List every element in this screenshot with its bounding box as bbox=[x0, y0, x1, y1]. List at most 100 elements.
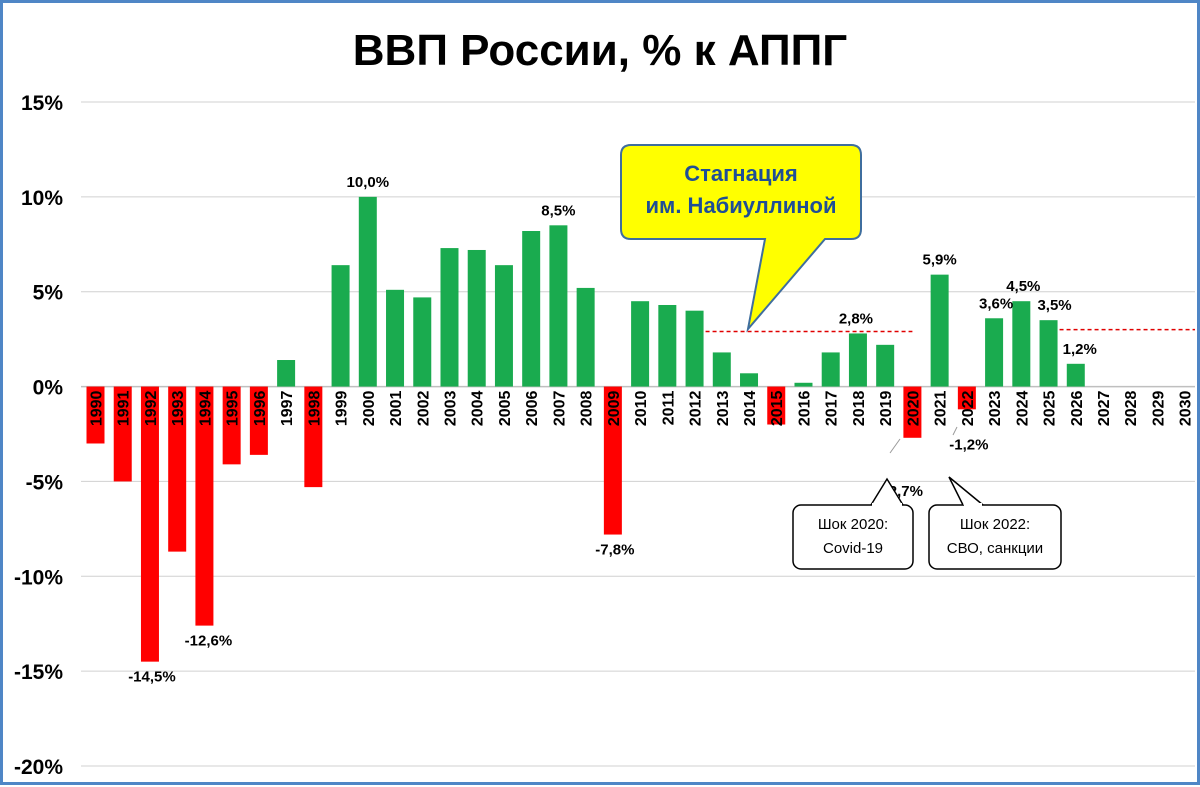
data-label-2009: -7,8% bbox=[595, 542, 634, 559]
bar-2020 bbox=[903, 386, 922, 438]
x-tick-label: 2017 bbox=[824, 390, 841, 426]
shock-2020-pointer bbox=[870, 477, 904, 506]
bar-1997 bbox=[277, 360, 296, 387]
bar-2003 bbox=[440, 248, 459, 387]
shock-2022-box bbox=[928, 504, 1062, 570]
x-tick-label: 2003 bbox=[442, 390, 459, 426]
x-tick-label: 2030 bbox=[1178, 390, 1195, 426]
reference-lines bbox=[705, 328, 1195, 333]
x-tick-label: 1996 bbox=[252, 390, 269, 426]
data-label-2024: 4,5% bbox=[1006, 278, 1040, 295]
stagnation-label: Стагнация bbox=[684, 161, 797, 186]
x-tick-label: 2004 bbox=[470, 390, 487, 426]
x-tick-label: 2012 bbox=[688, 390, 705, 426]
x-tick-label: 2014 bbox=[742, 390, 759, 426]
x-axis-labels: 1990 1991 1992 1993 1994 1995 1996 1997 1998 1999… bbox=[89, 390, 1195, 426]
x-tick-label: 1990 bbox=[89, 390, 106, 426]
y-tick-label: 5% bbox=[33, 282, 64, 305]
bar-2000 bbox=[358, 196, 377, 387]
x-tick-label: 1999 bbox=[334, 390, 351, 426]
x-tick-label: 1991 bbox=[116, 390, 133, 426]
x-tick-label: 1997 bbox=[279, 390, 296, 426]
bar-1995 bbox=[222, 386, 241, 465]
bar-2012 bbox=[685, 310, 704, 387]
bar-2011 bbox=[658, 304, 677, 387]
x-tick-label: 2018 bbox=[851, 390, 868, 426]
x-tick-label: 2019 bbox=[878, 390, 895, 426]
chart-title: ВВП России, % к АППГ bbox=[353, 26, 847, 75]
data-label-2026: 1,2% bbox=[1063, 341, 1097, 358]
x-tick-label: 2005 bbox=[497, 390, 514, 426]
x-tick-label: 1998 bbox=[306, 390, 323, 426]
data-label-2007: 8,5% bbox=[541, 202, 575, 219]
y-tick-label: 0% bbox=[33, 377, 64, 400]
bar-2022 bbox=[957, 386, 976, 410]
x-tick-label: 2026 bbox=[1069, 390, 1086, 426]
x-tick-label: 2024 bbox=[1014, 390, 1031, 426]
y-tick-label: 15% bbox=[21, 92, 63, 115]
shock-2022-pointer bbox=[948, 476, 984, 506]
x-tick-label: 2009 bbox=[606, 390, 623, 426]
x-tick-label: 2029 bbox=[1150, 390, 1167, 426]
y-tick-label: -20% bbox=[14, 756, 63, 779]
x-tick-label: 2015 bbox=[769, 390, 786, 426]
bar-2010 bbox=[631, 301, 650, 387]
x-tick-label: 2020 bbox=[905, 390, 922, 426]
data-labels: -14,5%-12,6%10,0%8,5%-7,8%2,8%-2,7%5,9%-… bbox=[128, 174, 1097, 686]
x-tick-label: 2008 bbox=[579, 390, 596, 426]
bar-2025 bbox=[1039, 320, 1058, 387]
shock-2020-pointer-mask bbox=[872, 503, 902, 507]
bar-2021 bbox=[930, 274, 949, 387]
bar-2009 bbox=[603, 386, 622, 535]
leader-2022 bbox=[952, 426, 958, 436]
x-tick-label: 2013 bbox=[715, 390, 732, 426]
x-tick-label: 2007 bbox=[551, 390, 568, 426]
bar-2019 bbox=[876, 344, 895, 387]
bar-2026 bbox=[1066, 363, 1085, 387]
x-tick-label: 2002 bbox=[415, 390, 432, 426]
x-tick-label: 1995 bbox=[225, 390, 242, 426]
stagnation-callout bbox=[620, 144, 862, 333]
x-tick-label: 1993 bbox=[170, 390, 187, 426]
bar-2004 bbox=[467, 249, 486, 387]
gdp-chart: ВВП России, % к АППГ 15% 10% 5% 0% -5% -10% -1… bbox=[14, 26, 1195, 779]
data-label-2021: 5,9% bbox=[923, 252, 957, 269]
x-tick-label: 2010 bbox=[633, 390, 650, 426]
data-label-2022: -1,2% bbox=[949, 436, 988, 453]
x-tick-label: 2025 bbox=[1042, 390, 1059, 426]
y-tick-label: -15% bbox=[14, 661, 63, 684]
bar-2008 bbox=[576, 287, 595, 387]
data-label-1992: -14,5% bbox=[128, 669, 176, 686]
x-tick-label: 2006 bbox=[524, 390, 541, 426]
bar-1993 bbox=[168, 386, 187, 552]
bar-2023 bbox=[985, 318, 1004, 387]
bar-2024 bbox=[1012, 301, 1031, 387]
data-label-2018: 2,8% bbox=[839, 310, 873, 327]
bar-2014 bbox=[740, 373, 759, 387]
y-tick-label: -10% bbox=[14, 566, 63, 589]
y-tick-label: 10% bbox=[21, 187, 63, 210]
x-tick-label: 2000 bbox=[361, 390, 378, 426]
x-tick-label: 1992 bbox=[143, 390, 160, 426]
y-tick-label: -5% bbox=[26, 471, 64, 494]
y-axis: 15% 10% 5% 0% -5% -10% -15% -20% bbox=[14, 92, 63, 779]
x-tick-label: 2021 bbox=[933, 390, 950, 426]
x-tick-label: 2011 bbox=[660, 390, 677, 425]
x-tick-label: 2022 bbox=[960, 390, 977, 426]
shock-2020-label: Covid-19 bbox=[823, 540, 883, 557]
x-tick-label: 2027 bbox=[1096, 390, 1113, 426]
shock-2020-label: Шок 2020: bbox=[818, 516, 888, 533]
bar-2001 bbox=[386, 289, 405, 387]
bar-1994 bbox=[195, 386, 214, 626]
bar-2002 bbox=[413, 297, 432, 387]
annotations: Стагнация им. Набиуллиной Шок 2020: Covid-1… bbox=[620, 144, 1062, 570]
bar-2016 bbox=[794, 382, 813, 387]
bar-1992 bbox=[140, 386, 159, 662]
shock-2022-pointer-mask bbox=[964, 503, 982, 507]
bars bbox=[86, 196, 1085, 662]
data-label-1994: -12,6% bbox=[185, 633, 233, 650]
bar-1991 bbox=[113, 386, 132, 482]
x-tick-label: 2001 bbox=[388, 390, 405, 426]
data-label-2000: 10,0% bbox=[347, 174, 390, 191]
